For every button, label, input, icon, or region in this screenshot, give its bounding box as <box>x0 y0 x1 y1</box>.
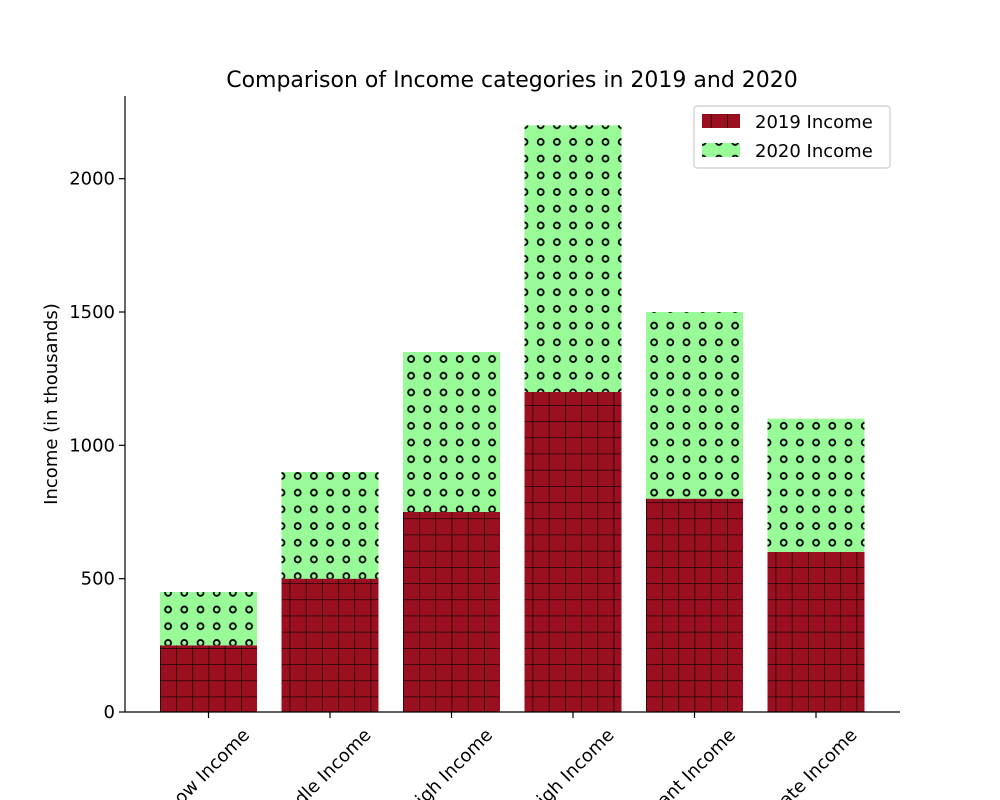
legend-swatch-2020 <box>702 143 740 157</box>
bar-2019-5 <box>767 552 865 712</box>
bar-2019-0 <box>160 645 257 712</box>
x-axis-ticks: ow Income dle Income igh Income igh Income a… <box>170 712 862 800</box>
legend-label-2020: 2020 Income <box>755 141 873 162</box>
y-axis-label: Income (in thousands) <box>41 303 62 505</box>
bar-2020-1 <box>281 472 379 579</box>
bar-2019-2 <box>403 512 500 712</box>
bar-2020-5 <box>767 418 865 552</box>
bar-2019-1 <box>281 578 379 712</box>
chart-title: Comparison of Income categories in 2019 … <box>226 68 798 93</box>
bar-2019-3 <box>524 392 622 712</box>
legend-swatch-2019 <box>702 114 740 128</box>
legend-label-2019: 2019 Income <box>755 112 873 133</box>
bar-2020-2 <box>403 352 500 512</box>
bar-2019-4 <box>646 498 743 712</box>
legend: 2019 Income 2020 Income <box>693 105 891 169</box>
x-tick-label: igh Income <box>533 725 618 800</box>
y-tick-label: 1500 <box>69 302 115 323</box>
x-tick-label: igh Income <box>412 725 497 800</box>
x-tick-label: dle Income <box>290 725 375 800</box>
x-tick-label: ow Income <box>170 725 254 800</box>
bar-2020-0 <box>160 592 257 646</box>
y-tick-label: 0 <box>104 702 115 723</box>
y-tick-label: 1000 <box>69 435 115 456</box>
x-tick-label: ate Income <box>775 725 861 800</box>
y-tick-label: 500 <box>81 569 115 590</box>
legend-frame <box>693 105 891 169</box>
bars-group <box>160 125 865 712</box>
bar-2020-4 <box>646 312 743 499</box>
x-tick-label: ant Income <box>653 725 740 800</box>
y-tick-label: 2000 <box>69 169 115 190</box>
bar-2020-3 <box>524 125 622 392</box>
y-axis-ticks: 0 500 1000 1500 2000 <box>69 169 125 723</box>
